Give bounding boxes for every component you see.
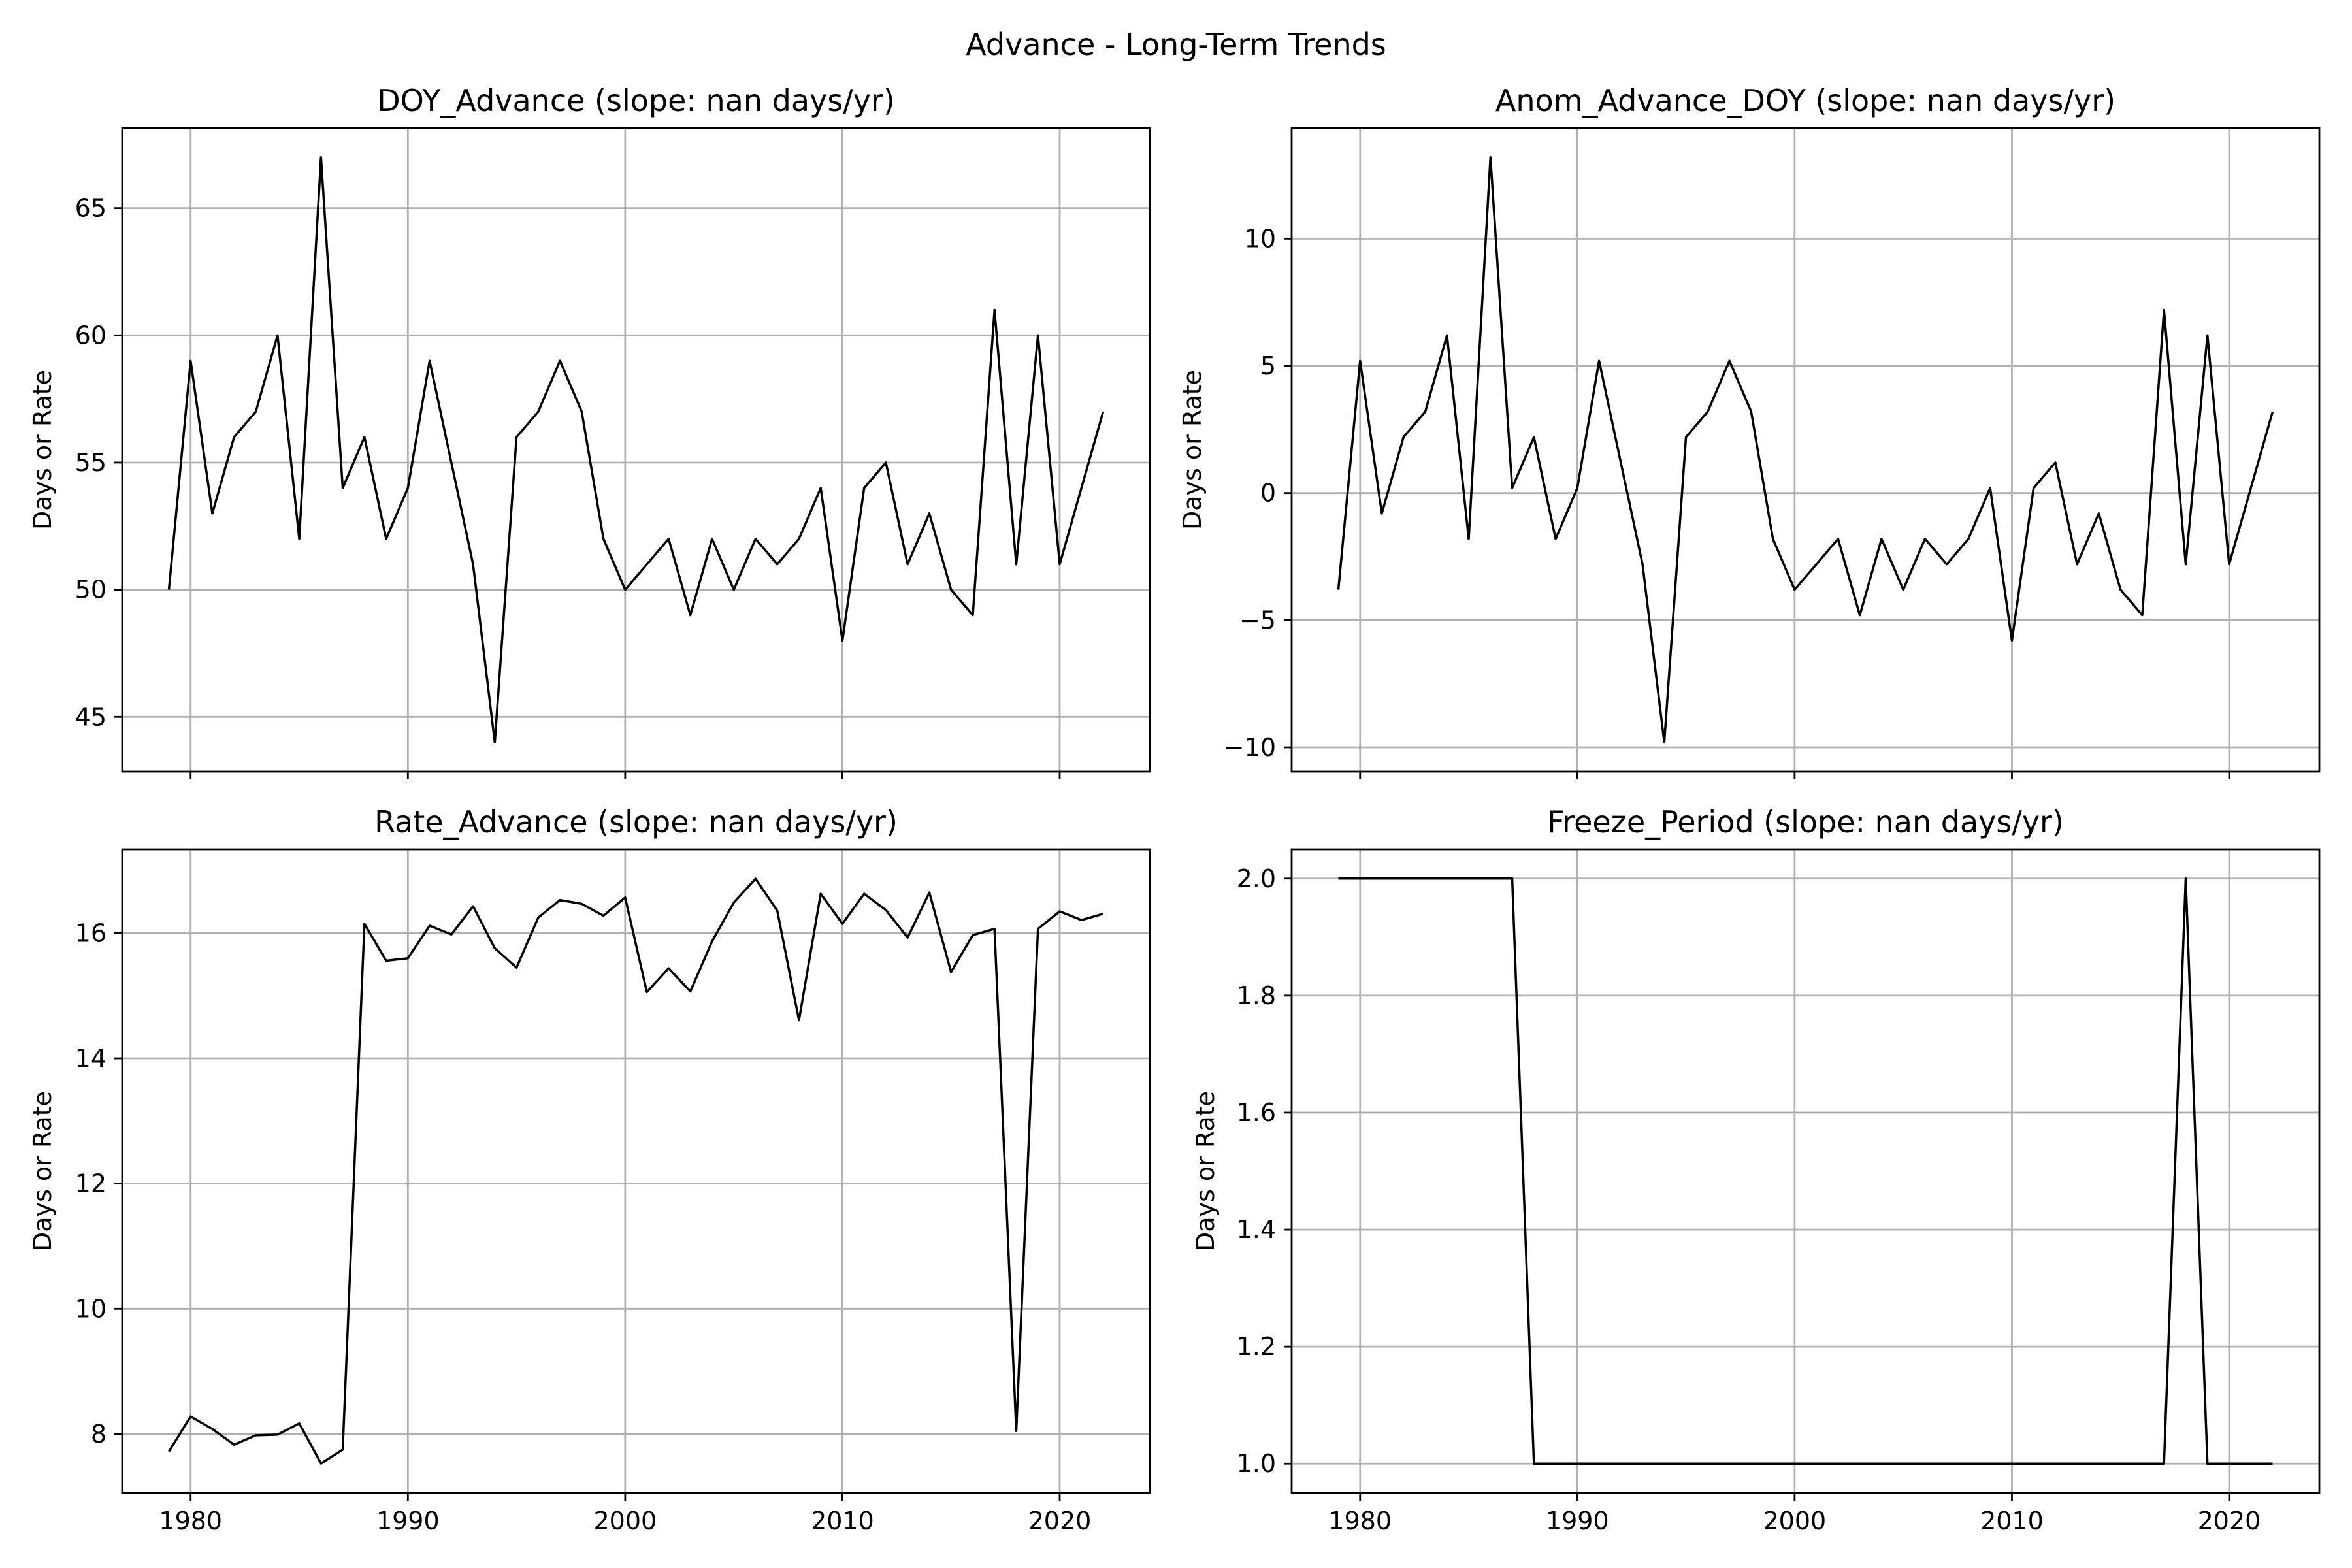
- y-tick-label: 14: [75, 1044, 106, 1073]
- y-tick-label: −5: [1239, 606, 1276, 634]
- y-tick-label: 65: [75, 194, 106, 223]
- panel-freeze-period: 1980 1990 2000 2010 2020 1.0 1.2 1.4 1.6 1.8 2.0 Fr…: [1191, 804, 2321, 1535]
- axes-frame: [121, 848, 1151, 1494]
- y-tick-label: 16: [75, 919, 106, 947]
- series-line: [168, 877, 1103, 1465]
- y-tick-label: 60: [75, 321, 106, 350]
- x-tick-label: 1990: [1546, 1507, 1609, 1535]
- series-line: [1337, 156, 2274, 743]
- x-tick-label: 2010: [811, 1507, 874, 1535]
- y-tick-label: 10: [75, 1294, 106, 1323]
- x-tick-label: 2020: [1028, 1507, 1092, 1535]
- figure-suptitle: Advance - Long-Term Trends: [966, 27, 1386, 62]
- y-axis-label: Days or Rate: [1191, 1091, 1220, 1251]
- y-tick-label: 1.2: [1237, 1332, 1276, 1361]
- axes-title: Freeze_Period (slope: nan days/yr): [1547, 804, 2064, 840]
- y-tick-label: 5: [1260, 351, 1276, 380]
- x-tick-label: 2010: [1980, 1507, 2044, 1535]
- y-axis-label: Days or Rate: [1178, 370, 1207, 530]
- x-tick-label: 2000: [594, 1507, 657, 1535]
- x-tick-label: 1980: [1328, 1507, 1392, 1535]
- y-tick-label: 2.0: [1237, 864, 1276, 893]
- panel-doy-advance: 45 50 55 60 65 DOY_Advance (slope: nan days/y…: [28, 83, 1151, 779]
- y-tick-label: 12: [75, 1169, 106, 1198]
- y-axis-label: Days or Rate: [28, 370, 57, 530]
- series-line: [167, 156, 1105, 743]
- axes-title: Rate_Advance (slope: nan days/yr): [374, 804, 898, 840]
- axes-frame: [1290, 127, 2321, 773]
- axes-title: Anom_Advance_DOY (slope: nan days/yr): [1495, 83, 2115, 118]
- y-tick-label: 0: [1260, 479, 1276, 508]
- x-tick-label: 2020: [2198, 1507, 2261, 1535]
- x-tick-label: 1990: [376, 1507, 440, 1535]
- axes-frame: [121, 127, 1151, 773]
- y-tick-label: 1.0: [1237, 1449, 1276, 1478]
- series-line: [1338, 877, 2273, 1465]
- y-axis-label: Days or Rate: [28, 1091, 57, 1251]
- y-tick-label: 8: [91, 1420, 106, 1448]
- y-tick-label: 1.8: [1237, 981, 1276, 1010]
- y-tick-label: 45: [75, 702, 106, 731]
- y-tick-label: −10: [1224, 733, 1276, 762]
- y-tick-label: 50: [75, 576, 106, 604]
- y-tick-label: 10: [1245, 224, 1276, 253]
- x-tick-label: 2000: [1763, 1507, 1827, 1535]
- y-tick-label: 55: [75, 448, 106, 477]
- panel-anom-advance-doy: −10 −5 0 5 10 Anom_Advance_DOY (slope: nan da…: [1178, 83, 2321, 779]
- panel-rate-advance: 1980 1990 2000 2010 2020 8 10 12 14 16 Rate_Advanc…: [28, 804, 1151, 1535]
- y-tick-label: 1.4: [1237, 1215, 1276, 1244]
- y-tick-label: 1.6: [1237, 1098, 1276, 1127]
- axes-title: DOY_Advance (slope: nan days/yr): [377, 83, 895, 118]
- x-tick-label: 1980: [159, 1507, 222, 1535]
- axes-frame: [1290, 848, 2321, 1494]
